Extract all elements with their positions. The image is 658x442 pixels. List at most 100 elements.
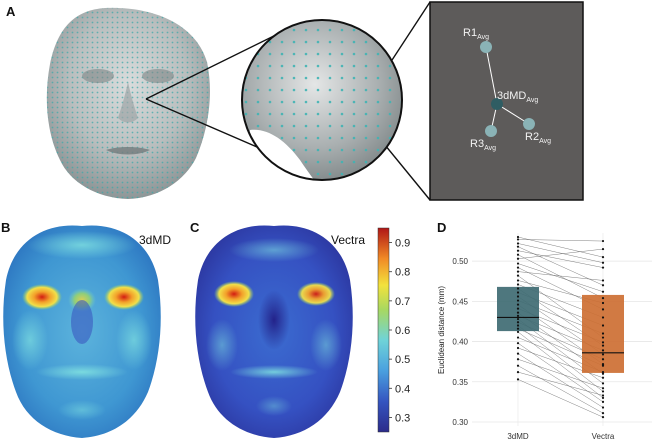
point-3dmd — [516, 291, 520, 294]
paired-line — [517, 248, 604, 259]
svg-text:R3Avg: R3Avg — [470, 138, 496, 152]
colorbar-tick-label: 0.3 — [395, 412, 410, 424]
point-vectra — [601, 371, 605, 374]
point-3dmd — [516, 352, 520, 355]
point-vectra — [601, 353, 605, 356]
point-vectra — [601, 256, 605, 259]
point-vectra — [601, 336, 605, 339]
svg-text:R1Avg: R1Avg — [463, 27, 489, 41]
point-3dmd — [516, 287, 520, 290]
mesh-face-gray — [46, 7, 210, 199]
point-3dmd — [516, 358, 520, 361]
paired-line — [517, 325, 604, 392]
point-vectra — [601, 290, 605, 293]
point-inset: R1Avg 3dMDAvg R2Avg R3Avg — [429, 1, 584, 201]
point-3dmd — [516, 270, 520, 273]
label-r1-sub: Avg — [477, 34, 489, 41]
label-r2: R2 — [525, 131, 539, 143]
point-vectra — [601, 396, 605, 399]
heatmap-face-3dmd — [3, 225, 161, 438]
paired-line — [517, 331, 604, 399]
point-3dmd — [516, 314, 520, 317]
point-vectra — [601, 394, 605, 397]
point-3dmd — [516, 342, 520, 345]
point-3dmd — [516, 311, 520, 314]
point-vectra — [601, 362, 605, 366]
point-3dmd — [516, 303, 520, 306]
point-3dmd — [516, 346, 520, 350]
point-vectra — [601, 239, 605, 243]
point-3dmd — [516, 324, 520, 327]
y-tick-label: 0.40 — [452, 338, 468, 347]
paired-line — [517, 263, 604, 292]
label-r2-sub: Avg — [539, 138, 551, 145]
point-3dmd — [516, 235, 520, 239]
point-3dmd — [516, 295, 520, 298]
colorbar-tick-label: 0.8 — [395, 267, 410, 279]
label-3dmd-sub: Avg — [526, 97, 538, 104]
boxplot-chart: 0.50 0.45 0.40 0.35 0.30 3dMD Vectra Euclidea… — [437, 233, 652, 441]
x-tick-label: 3dMD — [507, 432, 529, 441]
panel-label-b: B — [1, 220, 10, 235]
point-r3 — [485, 125, 497, 137]
point-3dmd — [516, 238, 520, 241]
point-3dmd — [516, 253, 520, 256]
point-3dmd — [491, 98, 503, 110]
point-vectra — [601, 416, 605, 419]
label-3dmd: 3dMD — [497, 90, 526, 102]
point-vectra — [601, 247, 605, 251]
colorbar-gradient — [377, 227, 390, 433]
point-vectra — [601, 376, 605, 379]
panel-label-c: C — [190, 220, 200, 235]
point-vectra — [601, 332, 605, 335]
colorbar-tick-label: 0.9 — [395, 238, 410, 250]
zoom-circle — [241, 19, 403, 181]
point-vectra — [601, 382, 605, 385]
point-3dmd — [516, 327, 520, 330]
y-axis-label: Euclidean distance (mm) — [437, 286, 446, 374]
x-tick-label: Vectra — [592, 432, 615, 441]
point-vectra — [601, 344, 605, 347]
colorbar-tick-label: 0.7 — [395, 296, 410, 308]
point-3dmd — [516, 283, 520, 286]
y-tick-label: 0.50 — [452, 257, 468, 266]
paired-line — [517, 379, 604, 418]
y-tick-label: 0.35 — [452, 378, 468, 387]
point-vectra — [601, 284, 605, 287]
point-vectra — [601, 400, 605, 403]
colorbar-tick-label: 0.4 — [395, 383, 410, 395]
point-3dmd — [516, 317, 520, 321]
panel-label-d: D — [437, 220, 446, 235]
paired-line — [517, 365, 604, 414]
label-r3-sub: Avg — [484, 145, 496, 152]
paired-line — [517, 243, 604, 263]
point-vectra — [601, 406, 605, 409]
colorbar-tick-label: 0.6 — [395, 325, 410, 337]
point-vectra — [601, 324, 605, 327]
point-vectra — [601, 308, 605, 311]
point-vectra — [601, 261, 605, 264]
point-r2 — [523, 118, 535, 130]
paired-line — [517, 371, 604, 396]
point-vectra — [601, 301, 605, 305]
paired-line — [517, 271, 604, 281]
paired-line — [517, 359, 604, 389]
point-3dmd — [516, 249, 520, 252]
point-vectra — [601, 358, 605, 361]
point-3dmd — [516, 330, 520, 334]
point-vectra — [601, 349, 605, 352]
panel-label-a: A — [6, 4, 16, 19]
point-3dmd — [516, 371, 520, 374]
point-3dmd — [516, 336, 520, 339]
point-vectra — [601, 372, 605, 375]
point-3dmd — [516, 378, 520, 381]
point-3dmd — [516, 266, 520, 269]
point-vectra — [601, 390, 605, 393]
svg-text:R2Avg: R2Avg — [525, 131, 551, 145]
point-vectra — [601, 387, 605, 390]
point-r1 — [480, 41, 492, 53]
point-3dmd — [516, 245, 520, 248]
paired-line — [517, 250, 604, 268]
colorbar-tick-label: 0.5 — [395, 354, 410, 366]
